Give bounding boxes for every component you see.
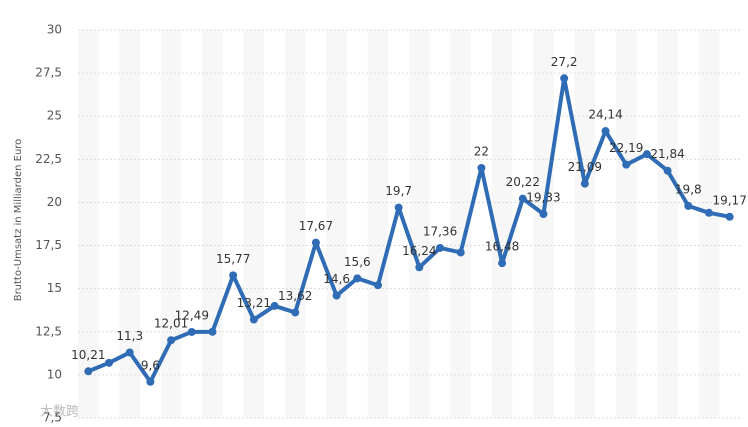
data-label: 15,6: [344, 255, 371, 269]
data-label: 19,7: [385, 184, 412, 198]
point: [394, 203, 403, 212]
background-band: [409, 30, 430, 418]
data-label: 19,33: [526, 190, 560, 204]
background-band: [657, 30, 678, 418]
y-tick-label: 20: [47, 195, 62, 209]
data-label: 16,48: [485, 240, 519, 254]
background-band: [615, 30, 637, 418]
background-band: [243, 30, 265, 418]
point: [291, 308, 300, 317]
data-label: 19,17: [712, 193, 746, 207]
data-label: 12,01: [154, 317, 188, 331]
point: [539, 209, 548, 218]
point: [622, 160, 631, 169]
data-label: 11,3: [116, 329, 143, 343]
point: [125, 348, 134, 357]
data-label: 24,14: [588, 108, 622, 122]
point: [146, 377, 155, 386]
background-band: [491, 30, 513, 418]
data-label: 19,8: [675, 182, 702, 196]
data-label: 15,77: [216, 252, 250, 266]
background-band: [284, 30, 306, 418]
y-tick-label: 12,5: [35, 324, 62, 338]
y-tick-label: 15: [47, 281, 62, 295]
point: [642, 150, 651, 159]
data-label: 22,19: [609, 141, 643, 155]
background-band: [119, 30, 141, 418]
point: [684, 201, 693, 210]
point: [518, 194, 527, 203]
data-label: 22: [474, 144, 489, 158]
y-tick-label: 30: [47, 23, 62, 37]
point: [167, 336, 176, 345]
point: [560, 74, 569, 83]
y-tick-label: 27,5: [35, 66, 62, 80]
data-label: 16,24: [402, 244, 436, 258]
point: [415, 263, 424, 272]
data-label: 20,22: [506, 175, 540, 189]
point: [704, 208, 713, 217]
point: [105, 358, 114, 367]
data-label: 21,84: [650, 147, 684, 161]
point: [229, 271, 238, 280]
background-band: [78, 30, 99, 418]
point: [249, 315, 258, 324]
background-band: [202, 30, 223, 418]
data-label: 13,21: [237, 296, 271, 310]
point: [601, 127, 610, 136]
data-label: 9,6: [141, 358, 160, 372]
point: [84, 367, 93, 376]
data-label: 14,6: [323, 272, 350, 286]
point: [270, 301, 279, 310]
data-label: 10,21: [71, 348, 105, 362]
y-tick-label: 7,5: [43, 411, 62, 425]
point: [373, 281, 382, 290]
point: [332, 291, 341, 300]
y-tick-label: 25: [47, 109, 62, 123]
point: [187, 327, 196, 336]
data-label: 21,09: [568, 160, 602, 174]
background-band: [574, 30, 596, 418]
point: [663, 166, 672, 175]
y-tick-label: 22,5: [35, 152, 62, 166]
data-label: 13,62: [278, 289, 312, 303]
point: [208, 327, 217, 336]
point: [498, 259, 507, 268]
data-label: 17,36: [423, 224, 457, 238]
point: [456, 248, 465, 257]
data-label: 12,49: [175, 308, 209, 322]
background-band: [698, 30, 720, 418]
point: [311, 238, 320, 247]
background-band: [450, 30, 472, 418]
background-band: [326, 30, 347, 418]
point: [725, 212, 734, 221]
data-label: 17,67: [299, 219, 333, 233]
point: [353, 274, 362, 283]
y-tick-label: 17,5: [35, 238, 62, 252]
background-band: [367, 30, 389, 418]
y-tick-label: 10: [47, 367, 62, 381]
point: [436, 243, 445, 252]
point: [580, 179, 589, 188]
background-band: [533, 30, 554, 418]
data-label: 27,2: [551, 55, 578, 69]
y-axis-title: Brutto-Umsatz in Milliarden Euro: [13, 139, 24, 302]
point: [477, 163, 486, 172]
background-band: [160, 30, 182, 418]
